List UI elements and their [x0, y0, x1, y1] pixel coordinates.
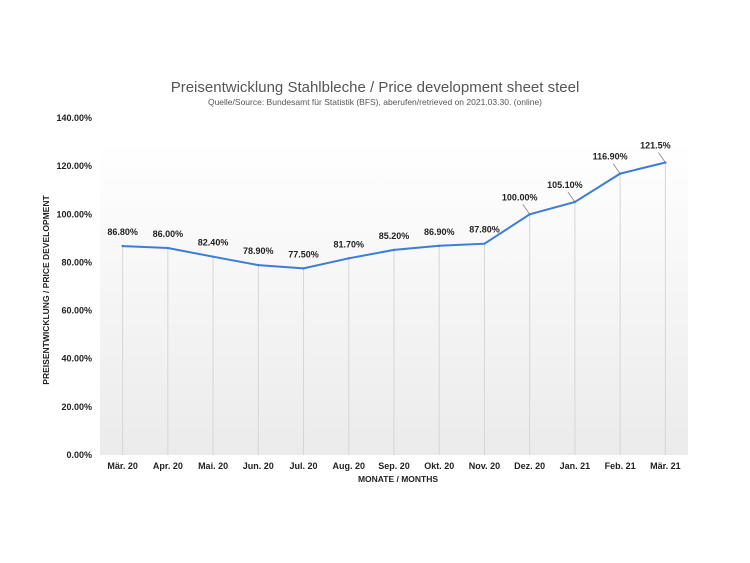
x-tick-label: Okt. 20 [424, 461, 454, 471]
data-label: 87.80% [469, 225, 500, 235]
data-point [664, 161, 667, 164]
data-labels: 86.80% 86.00% 82.40% 78.90% 77.50% 81.70% 85.2… [107, 141, 671, 270]
data-point [438, 244, 441, 248]
leader-line [522, 204, 531, 215]
y-tick-label: 40.00% [61, 354, 92, 364]
leader-line [612, 163, 621, 174]
y-axis-ticks: 0.00% 20.00% 40.00% 60.00% 80.00% 100.00% 120.… [56, 113, 92, 460]
data-point [166, 246, 170, 250]
chart-title: Preisentwicklung Stahlbleche / Price dev… [171, 79, 580, 96]
y-tick-label: 0.00% [66, 450, 92, 460]
leader-line [567, 191, 576, 203]
x-axis-title: MONATE / MONTHS [358, 474, 438, 484]
data-label: 86.80% [107, 227, 138, 237]
x-tick-label: Jul. 20 [290, 461, 318, 471]
data-point [528, 213, 531, 216]
y-tick-label: 140.00% [56, 113, 92, 123]
data-point [347, 257, 350, 260]
x-tick-label: Aug. 20 [333, 461, 366, 471]
data-point [302, 267, 305, 270]
x-tick-label: Mai. 20 [198, 461, 228, 471]
data-point [257, 263, 260, 267]
data-label: 121.5% [640, 141, 671, 151]
data-label: 105.10% [547, 180, 583, 190]
data-label: 100.00% [502, 192, 538, 202]
x-tick-label: Jun. 20 [243, 461, 274, 471]
leader-line [658, 152, 666, 163]
x-tick-label: Feb. 21 [605, 461, 636, 471]
data-label: 86.90% [424, 227, 455, 237]
y-tick-label: 80.00% [61, 257, 92, 267]
data-label: 77.50% [288, 249, 319, 259]
data-point [618, 172, 622, 175]
y-tick-label: 60.00% [61, 306, 92, 316]
data-point [211, 255, 215, 258]
y-axis-title: PREISENTWICKLUNG / PRICE DEVELOPMENT [41, 195, 51, 385]
x-tick-label: Dez. 20 [514, 461, 545, 471]
x-tick-label: Apr. 20 [153, 461, 183, 471]
x-tick-label: Nov. 20 [469, 461, 500, 471]
y-tick-label: 20.00% [61, 402, 92, 412]
data-label: 82.40% [198, 238, 229, 248]
data-label: 78.90% [243, 246, 274, 256]
y-tick-label: 100.00% [56, 209, 92, 219]
data-point [392, 248, 396, 252]
y-tick-label: 120.00% [56, 161, 92, 171]
data-label: 85.20% [379, 231, 410, 241]
data-label-leaders [522, 152, 666, 215]
drop-lines [122, 162, 666, 455]
x-tick-label: Mär. 20 [107, 461, 138, 471]
x-tick-label: Sep. 20 [378, 461, 410, 471]
x-axis-ticks: Mär. 20 Apr. 20 Mai. 20 Jun. 20 Jul. 20 Aug. … [107, 461, 680, 471]
data-label: 116.90% [593, 152, 628, 162]
chart-subtitle: Quelle/Source: Bundesamt für Statistik (… [208, 97, 542, 107]
data-label: 86.00% [153, 229, 184, 239]
data-point [573, 200, 577, 204]
x-tick-label: Jan. 21 [560, 461, 591, 471]
data-label: 81.70% [334, 239, 365, 249]
data-point [483, 242, 486, 245]
data-point [121, 244, 124, 248]
x-tick-label: Mär. 21 [650, 461, 681, 471]
